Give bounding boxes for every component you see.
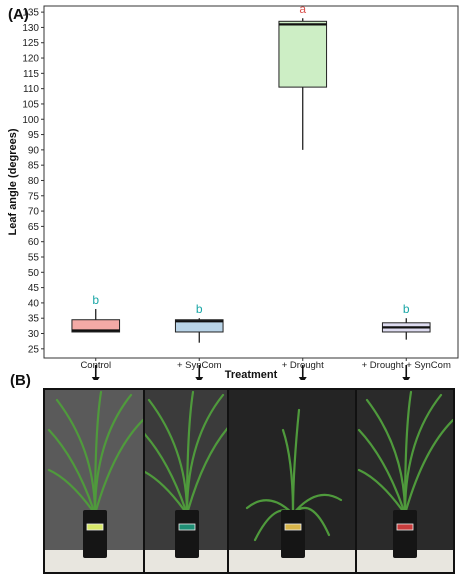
down-arrow-icon (298, 377, 307, 380)
plot-frame (43, 5, 459, 359)
y-tick-label: 100 (22, 115, 39, 126)
table-surface (45, 550, 143, 572)
down-arrow-icon (195, 377, 204, 380)
table-surface (229, 550, 355, 572)
leaf-blade (403, 390, 413, 516)
table-surface (357, 550, 453, 572)
leaf-blade (185, 390, 195, 516)
pot-label (178, 523, 196, 531)
plant-photo (45, 390, 145, 572)
plant-photo (229, 390, 357, 572)
box (174, 319, 224, 333)
panel-a-label: (A) (8, 6, 29, 23)
significance-letter: b (92, 293, 99, 307)
significance-letter: a (299, 2, 306, 16)
plant-photo (145, 390, 229, 572)
y-tick-label: 105 (22, 99, 39, 110)
y-tick-label: 25 (28, 344, 40, 355)
y-tick-label: 65 (28, 222, 40, 233)
leaf-blade (357, 468, 407, 516)
leaf-blade (403, 418, 453, 516)
significance-letter: b (403, 302, 410, 316)
plant-photo-strip (43, 388, 455, 574)
pot (393, 510, 417, 558)
box (71, 319, 121, 333)
leaf-blade (93, 418, 143, 516)
leaf-blade (291, 493, 343, 516)
y-tick-label: 60 (28, 237, 40, 248)
down-arrow-icon (402, 377, 411, 380)
leaf-blade (185, 427, 227, 516)
plant-photo (357, 390, 453, 572)
box (278, 20, 328, 88)
leaf-blade (357, 428, 407, 516)
leaf-blade (145, 432, 189, 516)
y-tick-label: 70 (28, 207, 40, 218)
y-tick-label: 135 (22, 8, 39, 19)
y-tick-label: 55 (28, 252, 40, 263)
table-surface (145, 550, 227, 572)
plant-illustration (145, 390, 227, 572)
pot-label (396, 523, 414, 531)
y-tick-label: 80 (28, 176, 40, 187)
significance-letter: b (196, 302, 203, 316)
y-tick-label: 90 (28, 145, 40, 156)
y-tick-label: 130 (22, 23, 39, 34)
y-tick-label: 115 (23, 69, 39, 80)
pot-label (86, 523, 104, 531)
leaf-blade (145, 470, 189, 516)
plant-illustration (45, 390, 143, 572)
leaf-blade (281, 428, 295, 516)
down-arrow-icon (91, 377, 100, 380)
y-tick-label: 85 (28, 161, 40, 172)
y-tick-label: 120 (22, 54, 39, 65)
y-tick-label: 110 (23, 84, 39, 95)
plant-illustration (357, 390, 453, 572)
y-tick-label: 125 (22, 38, 39, 49)
y-tick-label: 30 (28, 329, 40, 340)
pot (175, 510, 199, 558)
pot-label (284, 523, 302, 531)
y-tick-label: 50 (28, 268, 40, 279)
leaf-blade (47, 468, 97, 516)
pot (83, 510, 107, 558)
panel-b-label: (B) (10, 372, 31, 389)
leaf-blade (47, 428, 97, 516)
y-tick-label: 35 (28, 314, 40, 325)
y-tick-label: 45 (28, 283, 40, 294)
y-axis-label: Leaf angle (degrees) (7, 128, 19, 235)
box-plot: 25 30 35 40 45 50 55 60 65 70 75 80 85 90 95 100 105 110 1… (7, 2, 459, 380)
y-tick-label: 95 (28, 130, 40, 141)
plant-illustration (229, 390, 355, 572)
y-tick-label: 75 (28, 191, 40, 202)
x-axis-label: Treatment (225, 369, 278, 380)
pot (281, 510, 305, 558)
y-tick-label: 40 (28, 298, 40, 309)
leaf-blade (93, 390, 103, 516)
